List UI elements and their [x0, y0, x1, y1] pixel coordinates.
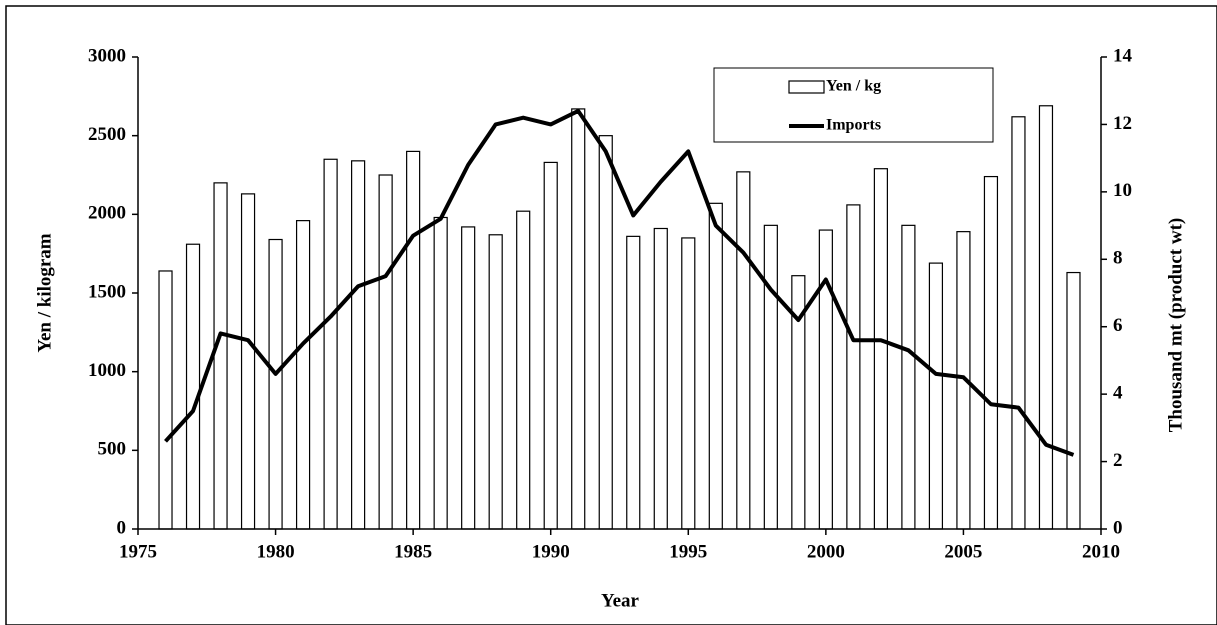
bar: [681, 237, 696, 530]
bar: [818, 229, 833, 530]
bar: [983, 175, 999, 530]
y-tick-label: 2500: [88, 124, 126, 145]
x-tick-label: 2005: [944, 541, 982, 562]
x-tick-label: 1975: [119, 541, 157, 562]
bar: [1038, 105, 1054, 530]
y2-tick-label: 4: [1113, 383, 1123, 404]
bar: [901, 224, 916, 530]
bar: [461, 226, 476, 530]
bar: [323, 158, 338, 530]
bar: [240, 193, 256, 530]
y2-tick-label: 12: [1113, 113, 1132, 134]
bar: [433, 216, 448, 530]
bar: [516, 210, 531, 530]
y-tick-label: 1000: [88, 360, 126, 381]
bar: [708, 202, 723, 530]
legend-box: [713, 67, 994, 143]
bar: [571, 108, 586, 530]
bar: [1011, 116, 1026, 530]
frame: [5, 5, 1217, 625]
y-tick-label: 3000: [88, 45, 126, 66]
bar: [543, 161, 558, 530]
line: [164, 108, 1075, 457]
x-tick-label: 1995: [669, 541, 707, 562]
y2-tick-label: 10: [1113, 180, 1132, 201]
bar: [653, 227, 668, 530]
legend-label: Yen / kg: [826, 78, 881, 95]
y2-tick-label: 8: [1113, 248, 1123, 269]
bar: [406, 150, 421, 530]
bar: [295, 220, 311, 530]
y2-tick-label: 2: [1113, 450, 1123, 471]
x-tick-label: 1990: [532, 541, 570, 562]
bar: [598, 135, 613, 530]
bar: [928, 262, 944, 530]
bar: [763, 224, 778, 530]
x-tick-label: 2000: [807, 541, 845, 562]
x-axis-label: Year: [601, 590, 640, 611]
bar: [378, 174, 393, 530]
x-tick-label: 2010: [1082, 541, 1120, 562]
bar: [873, 168, 888, 530]
bar: [185, 243, 201, 530]
y-tick-label: 2000: [88, 203, 126, 224]
y2-axis-label: Thousand mt (product wt): [1165, 218, 1186, 433]
bar: [1066, 271, 1081, 530]
bar: [736, 171, 751, 530]
y-tick-label: 500: [98, 439, 127, 460]
bar: [213, 182, 228, 530]
bar: [268, 238, 283, 530]
y2-tick-label: 0: [1113, 517, 1123, 538]
bar: [158, 270, 173, 530]
legend-label: Imports: [826, 117, 881, 134]
x-tick-label: 1985: [394, 541, 432, 562]
x-tick-label: 1980: [257, 541, 295, 562]
legend-swatch: [788, 80, 825, 94]
y-tick-label: 0: [117, 517, 127, 538]
bar: [488, 234, 503, 530]
bar: [351, 160, 366, 530]
y-axis-label: Yen / kilogram: [34, 233, 55, 352]
bar: [626, 235, 641, 530]
y-tick-label: 1500: [88, 281, 126, 302]
y2-tick-label: 14: [1113, 45, 1133, 66]
y2-tick-label: 6: [1113, 315, 1123, 336]
bar: [846, 204, 861, 530]
